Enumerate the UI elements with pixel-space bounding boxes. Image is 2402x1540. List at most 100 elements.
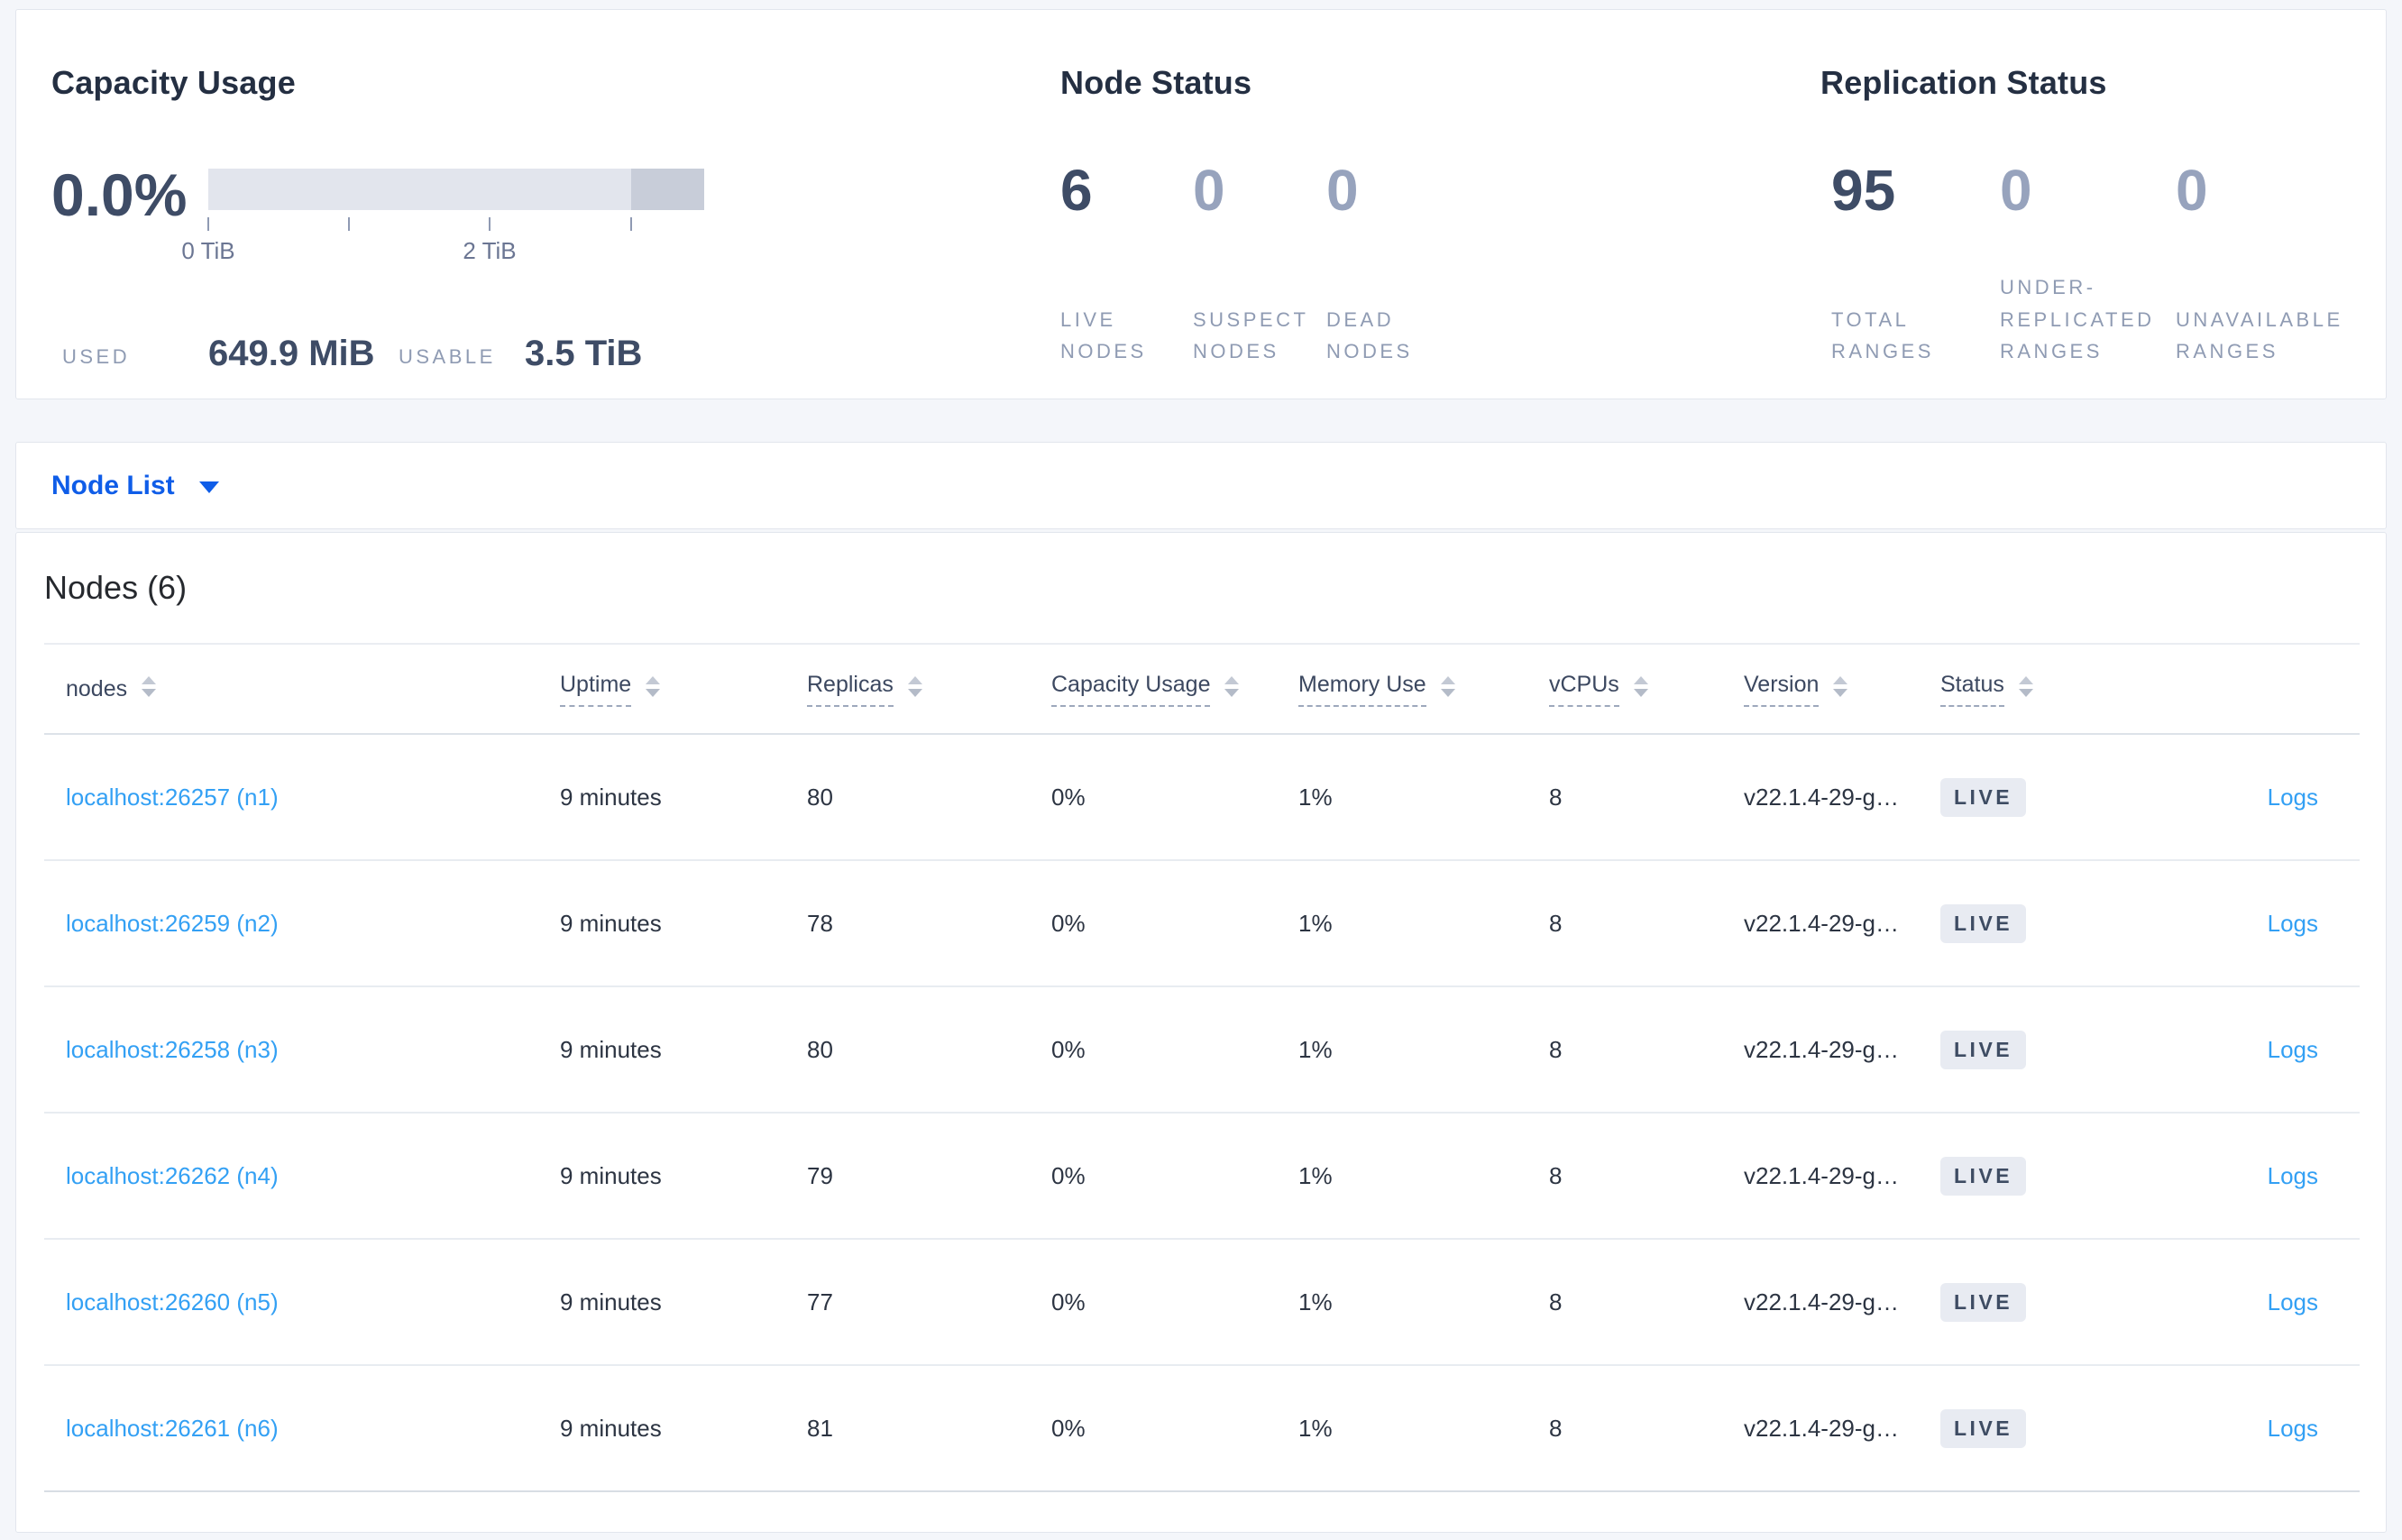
view-selector-card: Node List xyxy=(15,442,2387,529)
sort-icon xyxy=(1224,675,1240,697)
column-header-memory-use[interactable]: Memory Use xyxy=(1298,643,1549,735)
version-cell: v22.1.4-29-g… xyxy=(1744,1161,1899,1189)
column-header-vcpus[interactable]: vCPUs xyxy=(1549,643,1744,735)
uptime-cell: 9 minutes xyxy=(560,783,662,811)
sort-icon xyxy=(907,675,922,697)
logs-link[interactable]: Logs xyxy=(2267,909,2318,937)
vcpus-cell: 8 xyxy=(1549,1414,1563,1442)
unavailable-ranges-stat: 0 UNAVAILABLE RANGES xyxy=(2176,161,2370,367)
vcpus-cell: 8 xyxy=(1549,1035,1563,1063)
table-row: localhost:26262 (n4) 9 minutes 79 0% 1% … xyxy=(44,1113,2360,1239)
vcpus-cell: 8 xyxy=(1549,783,1563,811)
memory-cell: 1% xyxy=(1298,783,1333,811)
replicas-cell: 81 xyxy=(807,1414,833,1442)
table-row: localhost:26258 (n3) 9 minutes 80 0% 1% … xyxy=(44,986,2360,1113)
uptime-cell: 9 minutes xyxy=(560,1414,662,1442)
unavailable-ranges-label: UNAVAILABLE RANGES xyxy=(2176,307,2343,362)
uptime-cell: 9 minutes xyxy=(560,1288,662,1315)
vcpus-cell: 8 xyxy=(1549,909,1563,937)
memory-cell: 1% xyxy=(1298,1035,1333,1063)
column-header-version[interactable]: Version xyxy=(1744,643,1940,735)
node-list-dropdown-label: Node List xyxy=(51,470,175,500)
column-header-uptime[interactable]: Uptime xyxy=(560,643,807,735)
capacity-cell: 0% xyxy=(1051,783,1086,811)
replication-status-title: Replication Status xyxy=(1820,64,2107,101)
column-header-nodes[interactable]: nodes xyxy=(44,643,560,735)
logs-link[interactable]: Logs xyxy=(2267,1161,2318,1189)
status-badge: LIVE xyxy=(1940,903,2027,943)
column-header-capacity-usage[interactable]: Capacity Usage xyxy=(1051,643,1298,735)
replicas-cell: 79 xyxy=(807,1161,833,1189)
status-badge: LIVE xyxy=(1940,777,2027,817)
memory-cell: 1% xyxy=(1298,909,1333,937)
total-ranges-stat: 95 TOTAL RANGES xyxy=(1831,161,1985,367)
capacity-cell: 0% xyxy=(1051,1161,1086,1189)
sort-icon xyxy=(1633,675,1648,697)
capacity-axis-tick xyxy=(489,217,490,231)
live-nodes-value: 6 xyxy=(1060,158,1093,223)
total-ranges-value: 95 xyxy=(1831,158,1896,223)
used-value: 649.9 MiB xyxy=(208,334,375,373)
status-badge: LIVE xyxy=(1940,1282,2027,1322)
replicas-cell: 80 xyxy=(807,783,833,811)
version-cell: v22.1.4-29-g… xyxy=(1744,909,1899,937)
column-header-status[interactable]: Status xyxy=(1940,643,2139,735)
version-cell: v22.1.4-29-g… xyxy=(1744,783,1899,811)
node-list-dropdown[interactable]: Node List xyxy=(51,471,219,501)
cluster-summary-card: Capacity Usage 0.0% 0 TiB 2 TiB USED 649… xyxy=(15,9,2387,399)
node-link[interactable]: localhost:26259 (n2) xyxy=(66,909,279,937)
total-ranges-label: TOTAL RANGES xyxy=(1831,307,1934,362)
nodes-table-title: Nodes (6) xyxy=(44,569,188,606)
live-nodes-stat: 6 LIVE NODES xyxy=(1060,161,1182,367)
capacity-summary-row: USED 649.9 MiB USABLE 3.5 TiB xyxy=(16,327,738,374)
vcpus-cell: 8 xyxy=(1549,1161,1563,1189)
under-replicated-stat: 0 UNDER-REPLICATED RANGES xyxy=(2000,161,2176,367)
replicas-cell: 77 xyxy=(807,1288,833,1315)
node-status-title: Node Status xyxy=(1060,64,1252,101)
memory-cell: 1% xyxy=(1298,1288,1333,1315)
column-header-logs xyxy=(2139,643,2360,735)
capacity-axis-tick xyxy=(207,217,209,231)
uptime-cell: 9 minutes xyxy=(560,1035,662,1063)
node-link[interactable]: localhost:26261 (n6) xyxy=(66,1414,279,1442)
logs-link[interactable]: Logs xyxy=(2267,1414,2318,1442)
version-cell: v22.1.4-29-g… xyxy=(1744,1414,1899,1442)
uptime-cell: 9 minutes xyxy=(560,1161,662,1189)
live-nodes-label: LIVE NODES xyxy=(1060,307,1147,362)
memory-cell: 1% xyxy=(1298,1161,1333,1189)
version-cell: v22.1.4-29-g… xyxy=(1744,1288,1899,1315)
capacity-axis-tick xyxy=(630,217,632,231)
usable-value: 3.5 TiB xyxy=(525,334,643,373)
table-row: localhost:26261 (n6) 9 minutes 81 0% 1% … xyxy=(44,1365,2360,1491)
dead-nodes-stat: 0 DEAD NODES xyxy=(1326,161,1453,367)
sort-icon xyxy=(142,675,157,697)
sort-icon xyxy=(1440,675,1455,697)
nodes-table: nodes Uptime Replicas Capacity Usage xyxy=(44,643,2360,1492)
under-replicated-label: UNDER-REPLICATED RANGES xyxy=(2000,276,2155,362)
node-link[interactable]: localhost:26258 (n3) xyxy=(66,1035,279,1063)
memory-cell: 1% xyxy=(1298,1414,1333,1442)
node-link[interactable]: localhost:26260 (n5) xyxy=(66,1288,279,1315)
chevron-down-icon xyxy=(198,481,219,493)
logs-link[interactable]: Logs xyxy=(2267,1288,2318,1315)
node-link[interactable]: localhost:26257 (n1) xyxy=(66,783,279,811)
sort-icon xyxy=(646,675,661,697)
logs-link[interactable]: Logs xyxy=(2267,1035,2318,1063)
capacity-bar-reserved-segment xyxy=(631,169,704,210)
vcpus-cell: 8 xyxy=(1549,1288,1563,1315)
capacity-usage-title: Capacity Usage xyxy=(51,64,296,101)
capacity-cell: 0% xyxy=(1051,909,1086,937)
usable-label: USABLE xyxy=(399,345,496,368)
status-badge: LIVE xyxy=(1940,1030,2027,1069)
status-badge: LIVE xyxy=(1940,1156,2027,1196)
table-row: localhost:26259 (n2) 9 minutes 78 0% 1% … xyxy=(44,860,2360,986)
version-cell: v22.1.4-29-g… xyxy=(1744,1035,1899,1063)
suspect-nodes-stat: 0 SUSPECT NODES xyxy=(1193,161,1319,367)
node-link[interactable]: localhost:26262 (n4) xyxy=(66,1161,279,1189)
column-header-replicas[interactable]: Replicas xyxy=(807,643,1051,735)
sort-icon xyxy=(1833,675,1848,697)
table-row: localhost:26257 (n1) 9 minutes 80 0% 1% … xyxy=(44,734,2360,860)
logs-link[interactable]: Logs xyxy=(2267,783,2318,811)
capacity-cell: 0% xyxy=(1051,1035,1086,1063)
